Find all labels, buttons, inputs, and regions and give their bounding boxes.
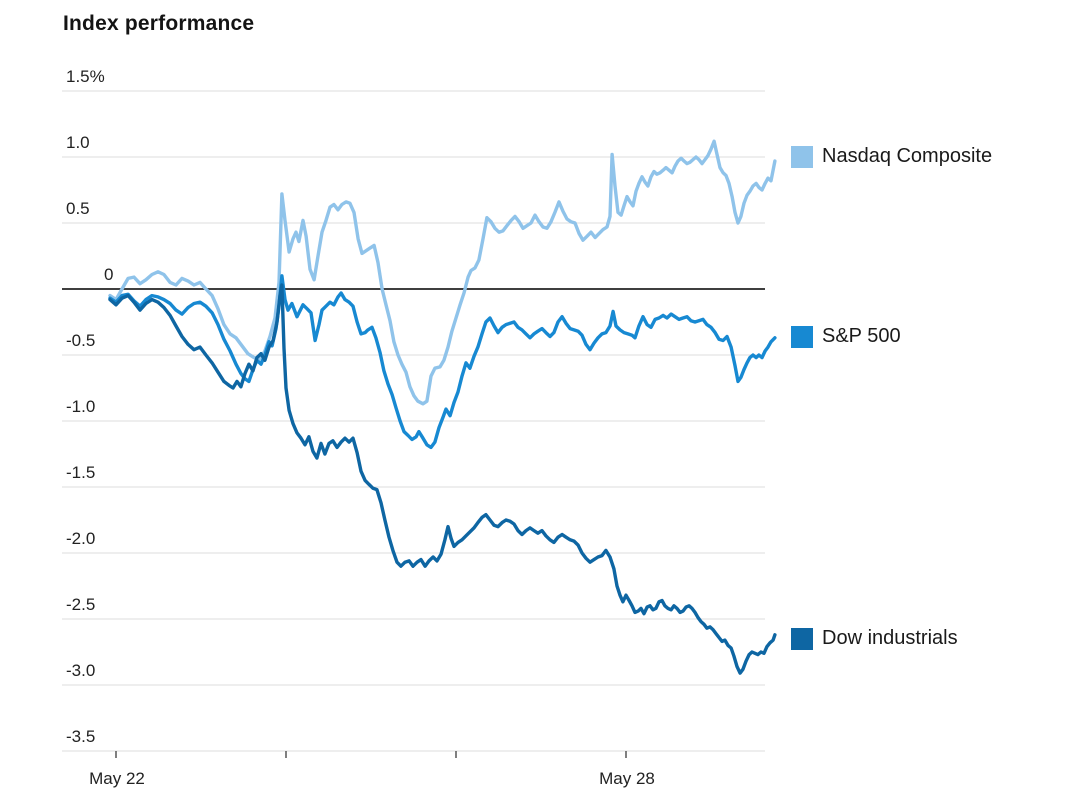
y-axis-tick-label: -3.5 — [66, 727, 95, 746]
legend-item-dow: Dow industrials — [791, 627, 958, 650]
legend-swatch-nasdaq-icon — [791, 145, 813, 168]
y-axis-tick-label: -1.5 — [66, 463, 95, 482]
y-axis-tick-label: -0.5 — [66, 331, 95, 350]
legend-label-sp500: S&P 500 — [822, 325, 901, 347]
y-axis-tick-label: -2.0 — [66, 529, 95, 548]
y-axis-tick-label: 1.0 — [66, 133, 90, 152]
legend-item-sp500: S&P 500 — [791, 325, 901, 348]
y-axis-tick-label: 0.5 — [66, 199, 90, 218]
legend-label-dow: Dow industrials — [822, 627, 958, 649]
legend-label-nasdaq: Nasdaq Composite — [822, 145, 993, 167]
y-axis-tick-label: 0 — [104, 265, 113, 284]
y-axis-tick-label: 1.5% — [66, 67, 105, 86]
page-title: Index performance — [63, 12, 255, 35]
legend-item-nasdaq: Nasdaq Composite — [791, 145, 992, 168]
series-line-nasdaq — [108, 139, 777, 406]
legend-swatch-sp500-icon — [791, 325, 813, 348]
y-axis-tick-label: -2.5 — [66, 595, 95, 614]
x-axis-tick-label: May 22 — [89, 769, 145, 788]
series-line-dow — [108, 283, 777, 675]
series-line-sp500 — [108, 274, 777, 450]
legend-swatch-dow-icon — [791, 627, 813, 650]
y-axis-tick-label: -1.0 — [66, 397, 95, 416]
x-axis-tick-label: May 28 — [599, 769, 655, 788]
y-axis-tick-label: -3.0 — [66, 661, 95, 680]
